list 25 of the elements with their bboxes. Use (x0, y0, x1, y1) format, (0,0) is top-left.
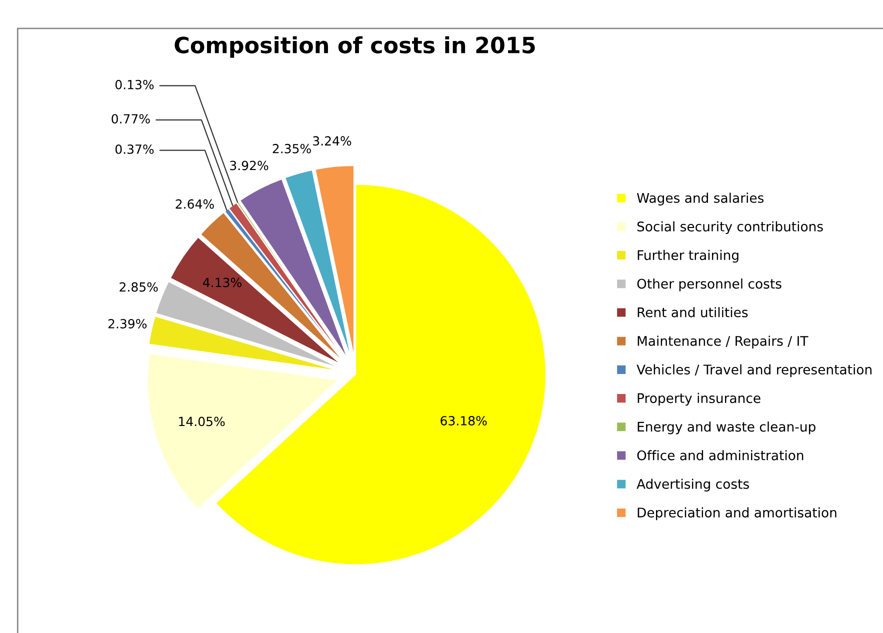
data-label: 2.35% (272, 144, 311, 154)
legend-label: Other personnel costs (637, 278, 782, 292)
legend-label: Social security contributions (637, 221, 823, 234)
data-label: 2.85% (120, 282, 158, 292)
data-label: 2.64% (176, 199, 214, 209)
data-label: 3.92% (230, 160, 268, 170)
data-label: 2.39% (108, 318, 147, 328)
data-label: 0.37% (115, 144, 154, 154)
data-label: 0.13% (115, 80, 154, 90)
data-label: 14.05% (179, 416, 225, 426)
legend-label: Depreciation and amortisation (638, 507, 836, 520)
legend-label: Vehicles / Travel and representation (636, 364, 872, 378)
data-label: 4.13% (203, 278, 242, 288)
data-label: 63.18% (440, 416, 487, 426)
data-label: 3.24% (313, 136, 352, 146)
legend-label: Rent and utilities (638, 307, 748, 318)
legend-label: Further training (638, 250, 738, 263)
legend-label: Office and administration (637, 450, 804, 460)
legend-label: Maintenance / Repairs / IT (638, 336, 808, 348)
chart-title: Composition of costs in 2015 (174, 36, 535, 58)
data-label: 0.77% (112, 114, 150, 124)
legend-label: Property insurance (638, 392, 760, 406)
legend-label: Energy and waste clean-up (638, 422, 816, 434)
legend-label: Wages and salaries (636, 192, 764, 206)
legend-label: Advertising costs (636, 478, 749, 492)
